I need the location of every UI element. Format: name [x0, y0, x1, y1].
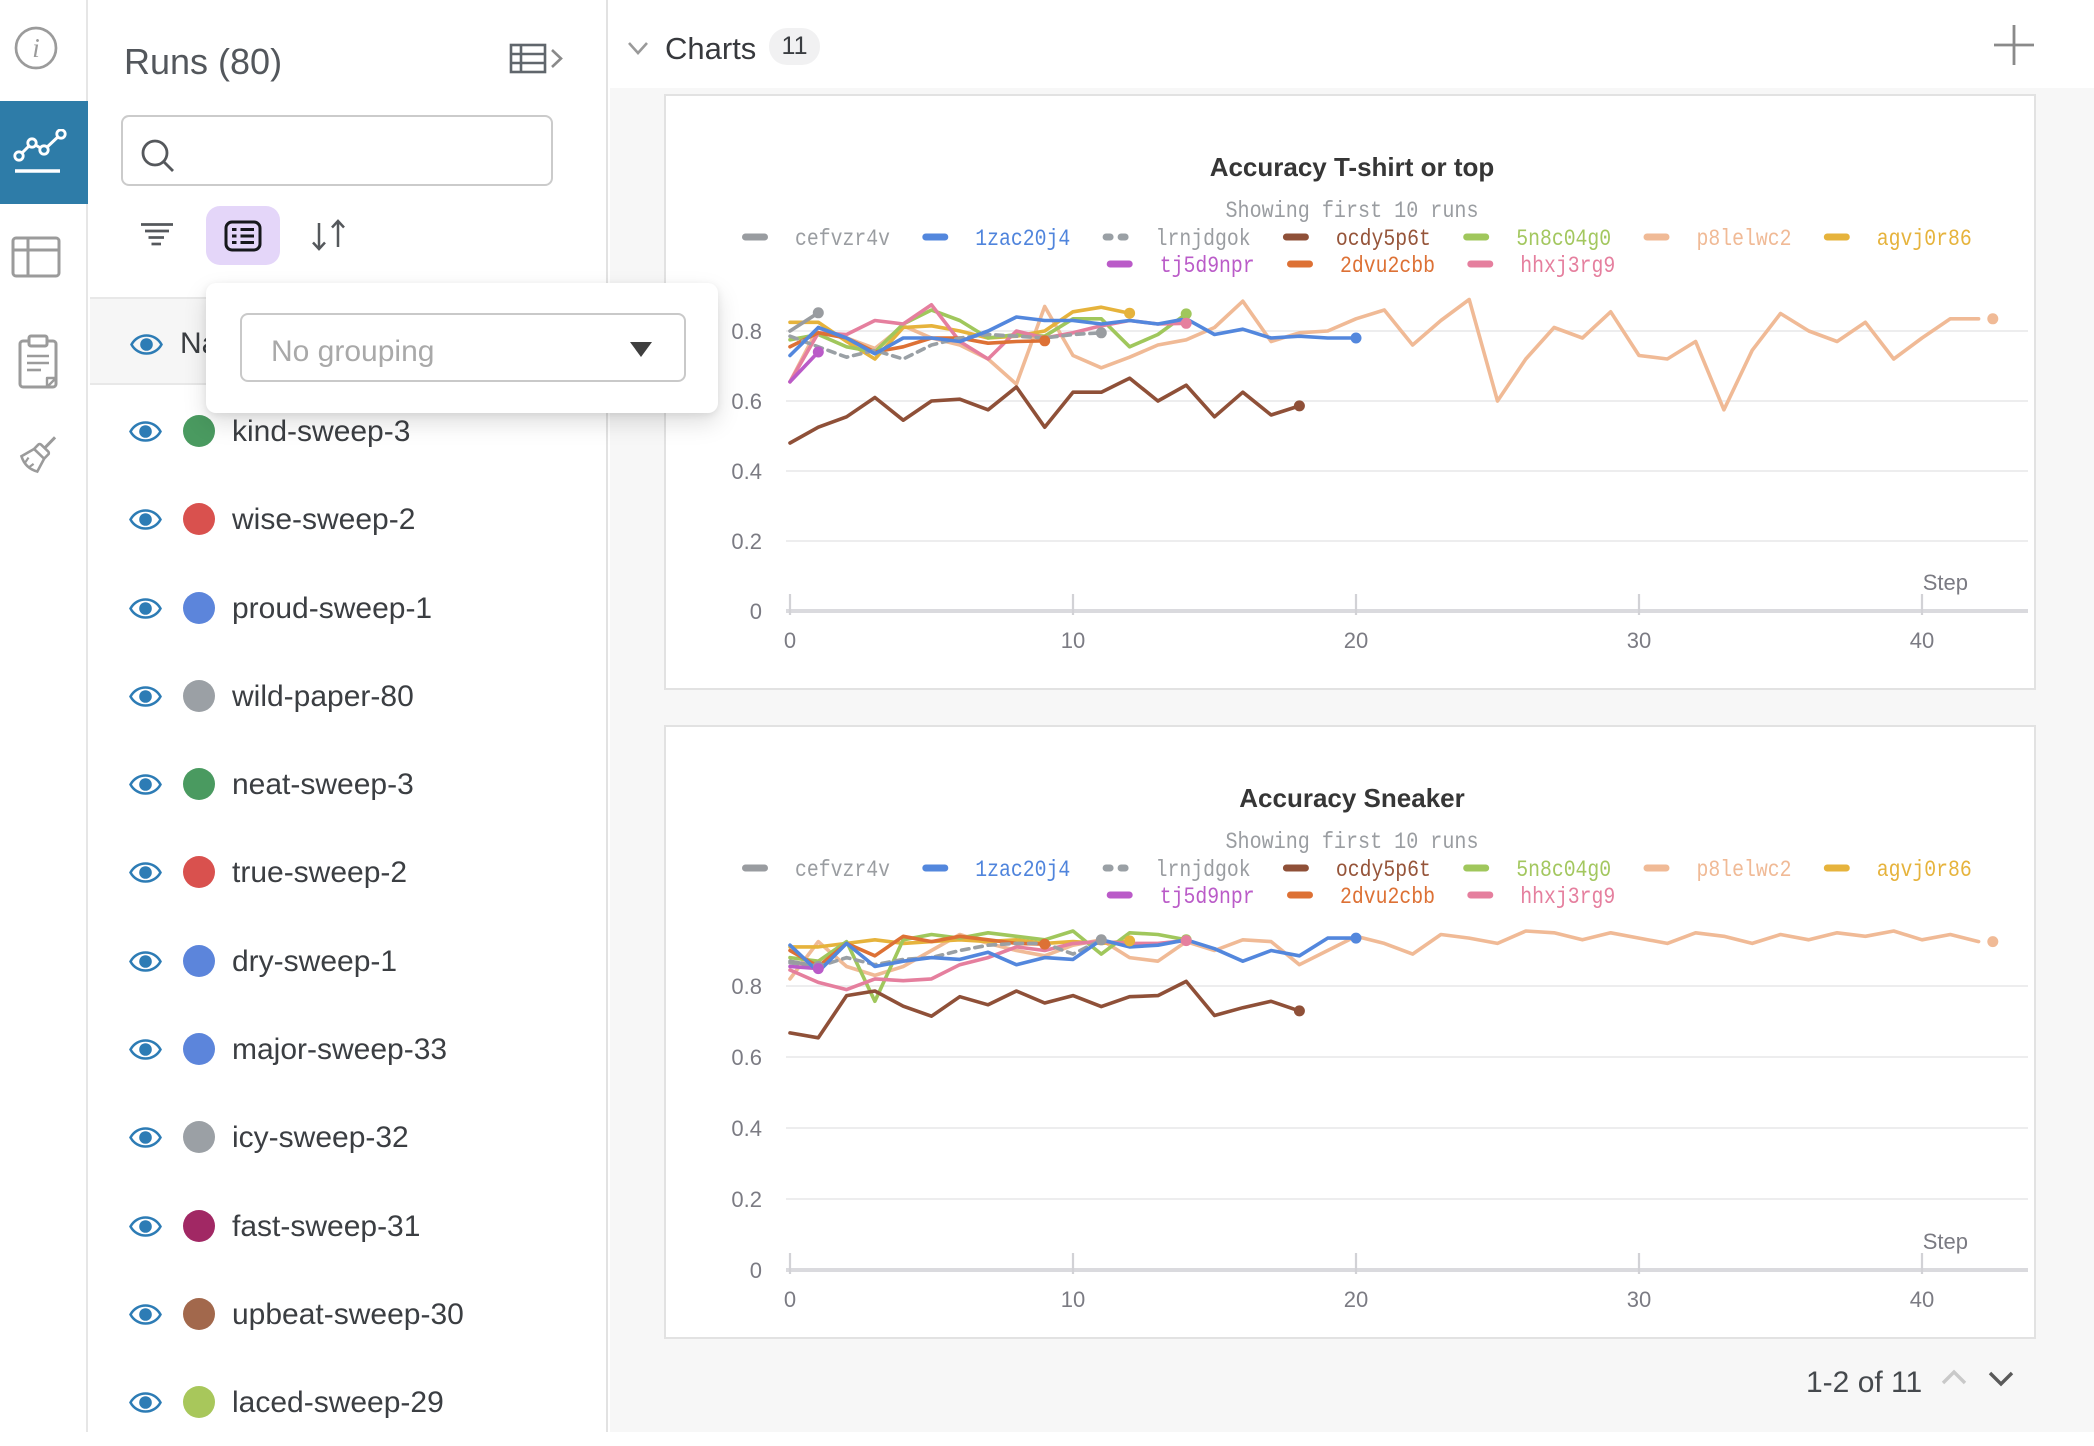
- svg-text:1zac20j4: 1zac20j4: [975, 226, 1070, 252]
- svg-text:5n8c04g0: 5n8c04g0: [1516, 857, 1611, 883]
- svg-text:p8lelwc2: p8lelwc2: [1697, 226, 1792, 252]
- svg-text:0.6: 0.6: [731, 1045, 762, 1070]
- svg-text:tj5d9npr: tj5d9npr: [1160, 253, 1255, 279]
- svg-text:tj5d9npr: tj5d9npr: [1160, 884, 1255, 910]
- svg-text:Showing first 10 runs: Showing first 10 runs: [1226, 198, 1479, 224]
- svg-text:0: 0: [750, 599, 762, 624]
- svg-text:10: 10: [1061, 1287, 1085, 1312]
- svg-text:hhxj3rg9: hhxj3rg9: [1520, 253, 1615, 279]
- svg-text:10: 10: [1061, 628, 1085, 653]
- svg-text:2dvu2cbb: 2dvu2cbb: [1340, 253, 1435, 279]
- svg-text:agvj0r86: agvj0r86: [1877, 226, 1972, 252]
- svg-text:30: 30: [1627, 1287, 1651, 1312]
- svg-text:Step: Step: [1923, 570, 1968, 595]
- svg-text:0.8: 0.8: [731, 319, 762, 344]
- svg-text:Accuracy T-shirt or top: Accuracy T-shirt or top: [1210, 152, 1495, 182]
- svg-text:40: 40: [1910, 1287, 1934, 1312]
- svg-text:Step: Step: [1923, 1229, 1968, 1254]
- svg-text:20: 20: [1344, 628, 1368, 653]
- svg-text:lrnjdgok: lrnjdgok: [1156, 226, 1251, 252]
- svg-text:30: 30: [1627, 628, 1651, 653]
- svg-text:0.8: 0.8: [731, 974, 762, 999]
- svg-text:5n8c04g0: 5n8c04g0: [1516, 226, 1611, 252]
- svg-text:Accuracy Sneaker: Accuracy Sneaker: [1239, 783, 1464, 813]
- svg-text:p8lelwc2: p8lelwc2: [1697, 857, 1792, 883]
- svg-text:0.4: 0.4: [731, 1116, 762, 1141]
- svg-text:0: 0: [750, 1258, 762, 1283]
- svg-text:0.2: 0.2: [731, 1187, 762, 1212]
- svg-text:lrnjdgok: lrnjdgok: [1156, 857, 1251, 883]
- svg-text:cefvzr4v: cefvzr4v: [795, 226, 890, 252]
- svg-text:0.2: 0.2: [731, 529, 762, 554]
- svg-text:1zac20j4: 1zac20j4: [975, 857, 1070, 883]
- svg-text:20: 20: [1344, 1287, 1368, 1312]
- svg-text:0.6: 0.6: [731, 389, 762, 414]
- svg-text:40: 40: [1910, 628, 1934, 653]
- svg-text:cefvzr4v: cefvzr4v: [795, 857, 890, 883]
- svg-text:ocdy5p6t: ocdy5p6t: [1336, 857, 1431, 883]
- svg-text:ocdy5p6t: ocdy5p6t: [1336, 226, 1431, 252]
- svg-text:0: 0: [784, 628, 796, 653]
- svg-text:2dvu2cbb: 2dvu2cbb: [1340, 884, 1435, 910]
- svg-text:Showing first 10 runs: Showing first 10 runs: [1226, 829, 1479, 855]
- svg-text:agvj0r86: agvj0r86: [1877, 857, 1972, 883]
- svg-text:hhxj3rg9: hhxj3rg9: [1520, 884, 1615, 910]
- svg-text:0: 0: [784, 1287, 796, 1312]
- svg-text:i: i: [32, 33, 40, 63]
- svg-text:0.4: 0.4: [731, 459, 762, 484]
